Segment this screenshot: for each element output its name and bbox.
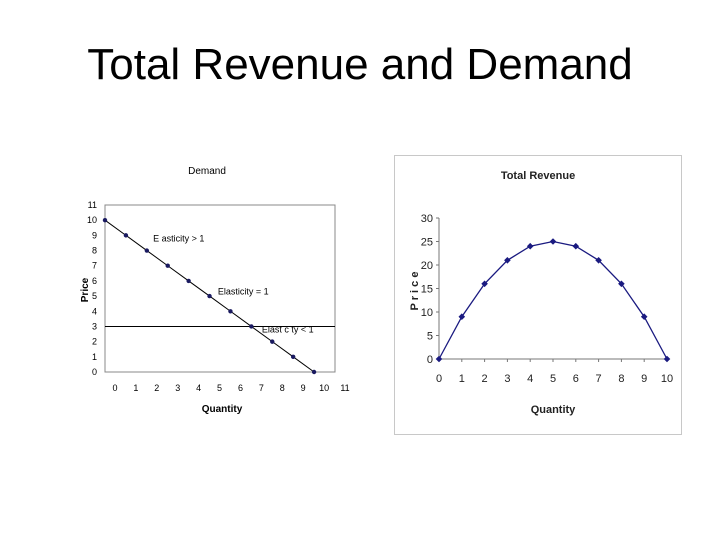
demand-y-tick: 2 <box>92 337 97 347</box>
tr-series-line <box>438 240 668 360</box>
demand-y-tick: 4 <box>92 306 97 316</box>
demand-y-axis-ticks: 0 1 2 3 4 5 6 7 8 9 10 11 <box>87 200 97 377</box>
tr-lines <box>438 240 668 360</box>
demand-annotation: E asticity > 1 <box>153 233 204 243</box>
slide-title: Total Revenue and Demand <box>87 40 633 89</box>
tr-x-tick: 3 <box>504 373 510 385</box>
demand-point <box>228 309 233 314</box>
demand-y-tick: 6 <box>92 276 97 286</box>
tr-x-tick: 8 <box>618 373 624 385</box>
tr-y-tick: 30 <box>421 213 433 225</box>
demand-plot-area <box>104 204 336 373</box>
demand-point <box>102 217 108 223</box>
tr-points <box>435 238 671 363</box>
tr-point <box>640 313 648 320</box>
demand-point <box>207 293 212 299</box>
demand-x-axis-label: Quantity <box>202 404 243 415</box>
tr-point <box>595 257 602 264</box>
demand-x-tick: 0 <box>112 383 117 393</box>
tr-y-tick: 20 <box>421 260 433 272</box>
demand-y-tick: 5 <box>92 291 97 301</box>
tr-chart-title: Total Revenue <box>501 170 575 182</box>
demand-x-tick: 7 <box>259 383 264 393</box>
demand-x-tick: 11 <box>340 383 349 393</box>
demand-point <box>144 248 150 253</box>
demand-annotation: Elast c ty < 1 <box>262 325 314 335</box>
demand-x-tick: 1 <box>133 383 138 393</box>
tr-y-tick: 25 <box>421 237 433 249</box>
demand-annotations: E asticity > 1 Elasticity = 1 Elast c ty <… <box>153 233 314 334</box>
demand-y-tick: 9 <box>92 230 97 240</box>
demand-points <box>102 217 317 375</box>
tr-x-tick: 9 <box>641 373 647 385</box>
demand-point <box>311 369 317 375</box>
total-revenue-panel: Total Revenue 0 5 10 15 20 25 30 0 1 2 3 4 5 6 7 8 9 10 … <box>394 155 682 435</box>
tr-point <box>572 242 580 250</box>
demand-x-tick: 6 <box>238 383 243 393</box>
tr-point <box>435 355 443 363</box>
tr-point <box>663 355 671 363</box>
tr-y-tick: 0 <box>427 354 433 366</box>
demand-y-tick: 1 <box>92 352 97 362</box>
tr-x-tick: 5 <box>550 373 556 385</box>
demand-y-tick: 0 <box>92 367 97 377</box>
demand-x-tick: 9 <box>301 383 306 393</box>
demand-y-tick: 3 <box>92 321 97 331</box>
tr-y-axis: 0 5 10 15 20 25 30 <box>421 213 440 366</box>
demand-point <box>290 354 296 360</box>
demand-x-tick: 10 <box>319 383 329 393</box>
tr-x-tick: 7 <box>596 373 602 385</box>
demand-annotation: Elasticity = 1 <box>218 287 269 297</box>
tr-x-tick: 4 <box>527 373 533 385</box>
demand-y-axis-label: Price <box>80 277 91 302</box>
demand-chart: Demand 0 1 2 3 4 5 6 7 8 9 10 11 0 1 2 3 4 5 6 7 8 9 10 11 E a… <box>80 166 350 415</box>
demand-y-tick: 10 <box>87 215 97 225</box>
demand-point <box>165 263 170 268</box>
demand-point <box>270 339 275 344</box>
tr-point <box>549 238 557 245</box>
tr-point <box>618 280 625 288</box>
tr-y-tick: 10 <box>421 307 433 319</box>
demand-y-tick: 8 <box>92 246 97 256</box>
demand-y-tick: 7 <box>92 261 97 271</box>
demand-x-tick: 2 <box>154 383 159 393</box>
tr-x-tick: 1 <box>459 373 465 385</box>
demand-point <box>249 324 254 329</box>
demand-x-tick: 3 <box>175 383 180 393</box>
tr-x-tick: 6 <box>573 373 579 385</box>
demand-point <box>186 278 191 284</box>
tr-x-axis-label: Quantity <box>531 404 576 416</box>
tr-x-tick: 0 <box>436 373 442 385</box>
tr-point <box>458 313 466 320</box>
demand-x-tick: 8 <box>280 383 285 393</box>
demand-y-tick: 11 <box>88 200 97 210</box>
tr-y-axis-label: P r i c e <box>409 272 421 311</box>
tr-x-tick: 10 <box>661 373 673 385</box>
tr-point <box>526 242 534 250</box>
demand-x-axis-ticks: 0 1 2 3 4 5 6 7 8 9 10 11 <box>112 383 349 393</box>
demand-chart-title: Demand <box>188 166 226 177</box>
demand-x-tick: 5 <box>217 383 222 393</box>
demand-point <box>123 233 129 238</box>
tr-x-tick: 2 <box>482 373 488 385</box>
tr-x-axis: 0 1 2 3 4 5 6 7 8 9 10 <box>436 358 673 385</box>
tr-y-tick: 15 <box>421 284 433 296</box>
demand-x-tick: 4 <box>196 383 201 393</box>
tr-y-tick: 5 <box>427 331 433 343</box>
